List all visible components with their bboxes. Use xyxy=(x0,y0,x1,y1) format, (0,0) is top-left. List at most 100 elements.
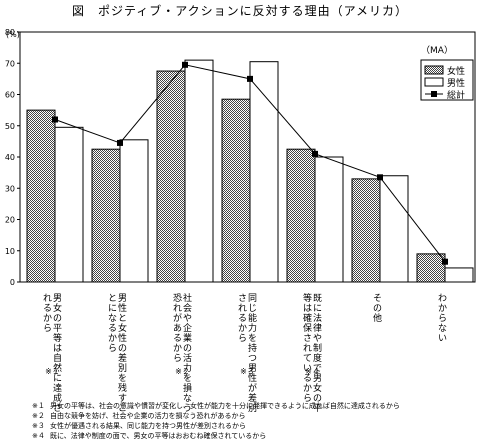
footnote-mark: ※１ xyxy=(32,402,45,410)
category-label-char: ら xyxy=(43,323,52,334)
y-tick-label: 40 xyxy=(5,153,15,162)
category-label-char: な xyxy=(108,313,117,324)
footnote-text: 男女の平等は、社会の意識や慣習が変化し、女性が能力を十分に発揮できるように成れば… xyxy=(50,402,400,410)
category-label-char: あ xyxy=(173,323,182,334)
category-label-char: か xyxy=(43,313,52,324)
total-point xyxy=(442,258,448,265)
category-label-char: 平 xyxy=(53,323,62,334)
category-label-char: 差 xyxy=(248,392,257,404)
bar-male xyxy=(54,126,84,283)
category-label-char: れ xyxy=(43,293,52,304)
category-label-char: さ xyxy=(53,403,62,414)
category-label-char: う xyxy=(183,403,192,414)
bar-male xyxy=(184,59,214,283)
category-label-char: い xyxy=(303,364,312,374)
category-label-char: じ xyxy=(248,303,257,314)
category-label-char: か xyxy=(238,323,247,334)
category-label-char: 既 xyxy=(313,293,322,304)
category-label-char: 同 xyxy=(248,293,257,304)
category-label-char: 性 xyxy=(118,302,127,314)
category-label-char: 差 xyxy=(118,352,127,364)
category-label-char: を xyxy=(118,373,127,384)
category-label-char: 保 xyxy=(303,322,312,334)
category-label-char: ら xyxy=(173,353,182,364)
category-label-char: さ xyxy=(303,333,312,344)
y-tick-label: 70 xyxy=(5,59,15,68)
footnote: ※４ 既に、法律や制度の面で、男女の平等はおおむね確保されているから xyxy=(32,431,478,441)
category-label-char: の xyxy=(118,344,127,354)
footnote: ※１ 男女の平等は、社会の意識や慣習が変化し、女性が能力を十分に発揮できるように成… xyxy=(32,401,478,411)
footnote-mark: ※４ xyxy=(32,432,45,440)
footnote-text: 既に、法律や制度の面で、男女の平等はおおむね確保されているから xyxy=(50,432,267,440)
bars xyxy=(26,59,474,283)
y-axis-label: (%) xyxy=(6,30,20,39)
bar-female xyxy=(416,253,446,283)
bar-male xyxy=(119,139,149,283)
axes: 0 10 20 30 40 50 60 70 80 xyxy=(5,28,476,287)
y-tick-label: 50 xyxy=(5,122,15,131)
category-label-char: は xyxy=(303,303,312,314)
category-label-char: れ xyxy=(173,303,182,314)
category-label-char: 力 xyxy=(183,362,192,374)
category-label-char: か xyxy=(173,343,182,354)
category-label-char: る xyxy=(173,333,182,344)
category-label-char: 確 xyxy=(303,312,312,324)
category-label-char: か xyxy=(438,303,447,314)
category-label-char: 達 xyxy=(53,382,62,394)
category-label-char: 男 xyxy=(53,293,62,304)
category-label-char: を xyxy=(183,373,192,384)
total-line xyxy=(52,61,448,265)
category-label-char: 残 xyxy=(118,382,127,394)
total-point xyxy=(182,61,188,68)
category-label-char: 律 xyxy=(313,322,322,334)
bar-male xyxy=(379,175,409,283)
category-label-char: の xyxy=(313,394,322,404)
category-label-char: 女 xyxy=(53,302,62,314)
legend-label: 女性 xyxy=(447,65,465,77)
category-label-char: そ xyxy=(373,293,382,304)
category-label-char: 他 xyxy=(373,312,382,324)
category-label-char: 性 xyxy=(248,372,257,384)
category-label-char: を xyxy=(248,333,257,344)
footnote: ※２ 自由な競争を妨げ、社会や企業の活力を損なう恐れがあるから xyxy=(32,411,478,421)
bar-female xyxy=(91,148,121,283)
category-label-char: 度 xyxy=(313,352,322,364)
category-label-char: 制 xyxy=(313,342,322,354)
legend-label: 総計 xyxy=(447,89,465,101)
y-tick-label: 60 xyxy=(5,91,15,100)
category-label-char: の xyxy=(183,344,192,354)
bar-female xyxy=(351,178,381,283)
category-label-char: こ xyxy=(118,404,127,414)
category-label-char: か xyxy=(303,383,312,394)
category-label-char: わ xyxy=(438,293,447,304)
category-label-char: に xyxy=(53,373,62,384)
y-tick-label: 0 xyxy=(10,278,15,287)
category-label-char: 企 xyxy=(183,322,192,334)
footnote-text: 自由な競争を妨げ、社会や企業の活力を損なう恐れがあるから xyxy=(50,412,246,420)
category-label-char: の xyxy=(373,304,382,314)
category-label-char: 男 xyxy=(248,363,257,374)
category-label-char: 男 xyxy=(118,293,127,304)
category-label-char: で xyxy=(313,364,322,374)
category-label-char: や xyxy=(313,333,322,344)
category-footnote-mark: ※２ xyxy=(175,367,190,376)
bar-male xyxy=(444,267,474,283)
category-label-char: 別 xyxy=(248,403,257,414)
category-label-char: 女 xyxy=(118,322,127,334)
category-label-char: 法 xyxy=(313,312,322,324)
category-label: 社会や企業の活力を損なう 恐れがあるから xyxy=(173,292,192,414)
bar-female xyxy=(156,70,186,283)
chart-title: 図 ポジティブ・アクションに反対する理由（アメリカ） xyxy=(71,4,409,18)
y-tick-label: 80 xyxy=(5,28,15,37)
category-label-char: る xyxy=(43,303,52,314)
category-label-char: の xyxy=(53,314,62,324)
y-tick-label: 10 xyxy=(5,247,15,256)
category-label-char: 持 xyxy=(248,342,257,354)
footnote: ※３ 女性が優遇される結果、同じ能力を持つ男性が差別されるから xyxy=(32,421,478,431)
ma-note: （MA） xyxy=(421,45,453,56)
bar-female xyxy=(221,98,251,283)
legend-swatch-total-marker xyxy=(431,91,437,97)
category-label-char: 男 xyxy=(313,373,322,384)
